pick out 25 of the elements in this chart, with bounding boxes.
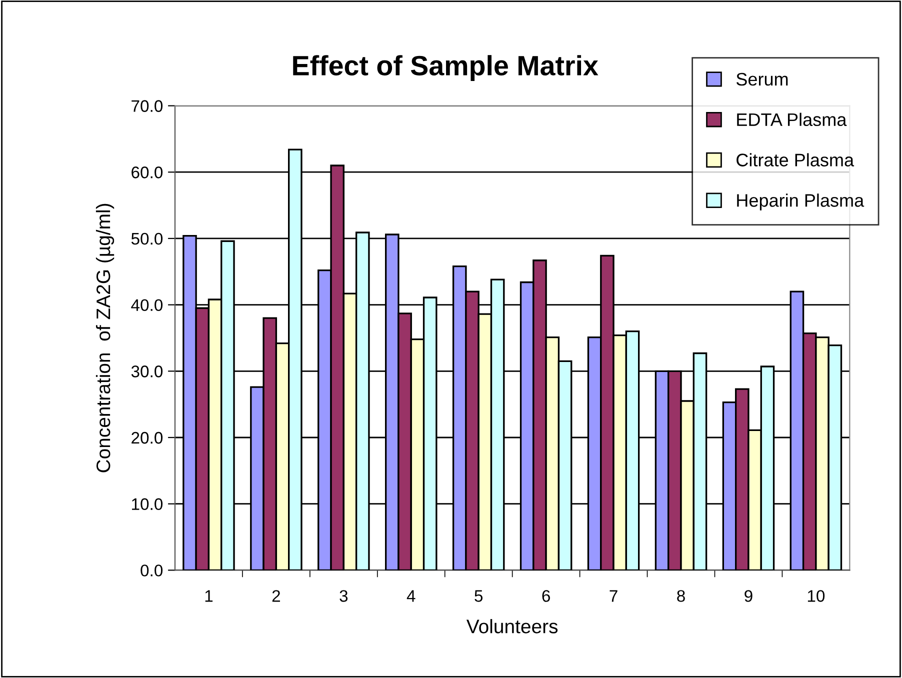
- x-axis-title: Volunteers: [466, 619, 558, 634]
- y-tick-label: 10.0: [132, 498, 163, 510]
- x-tick-label: 10: [808, 590, 825, 602]
- x-tick-label: 4: [406, 590, 416, 602]
- x-tick-label: 5: [474, 590, 483, 602]
- x-tick-label: 9: [744, 590, 752, 602]
- x-tick-label: 8: [677, 590, 685, 602]
- y-axis-title: Concentration of ZA2G (µg/ml): [96, 204, 114, 472]
- y-tick-label: 30.0: [131, 366, 163, 378]
- legend-label: Heparin Plasma: [737, 194, 864, 210]
- y-tick-label: 60.0: [132, 166, 163, 178]
- legend-label: Citrate Plasma: [736, 153, 854, 166]
- x-tick-label: 6: [542, 590, 550, 602]
- y-tick-label: 20.0: [132, 432, 163, 444]
- legend-label: Serum: [736, 72, 788, 86]
- x-tick-label: 2: [272, 590, 280, 602]
- x-tick-label: 1: [205, 590, 213, 602]
- y-tick-label: 50.0: [131, 232, 163, 245]
- x-tick-label: 3: [340, 590, 348, 602]
- y-tick-label: 70.0: [132, 100, 163, 112]
- x-tick-label: 7: [610, 590, 618, 602]
- y-tick-label: 0.0: [140, 564, 163, 576]
- legend-label: EDTA Plasma: [737, 112, 847, 126]
- chart-title: Effect of Sample Matrix: [293, 55, 598, 81]
- y-tick-label: 40.0: [131, 299, 163, 312]
